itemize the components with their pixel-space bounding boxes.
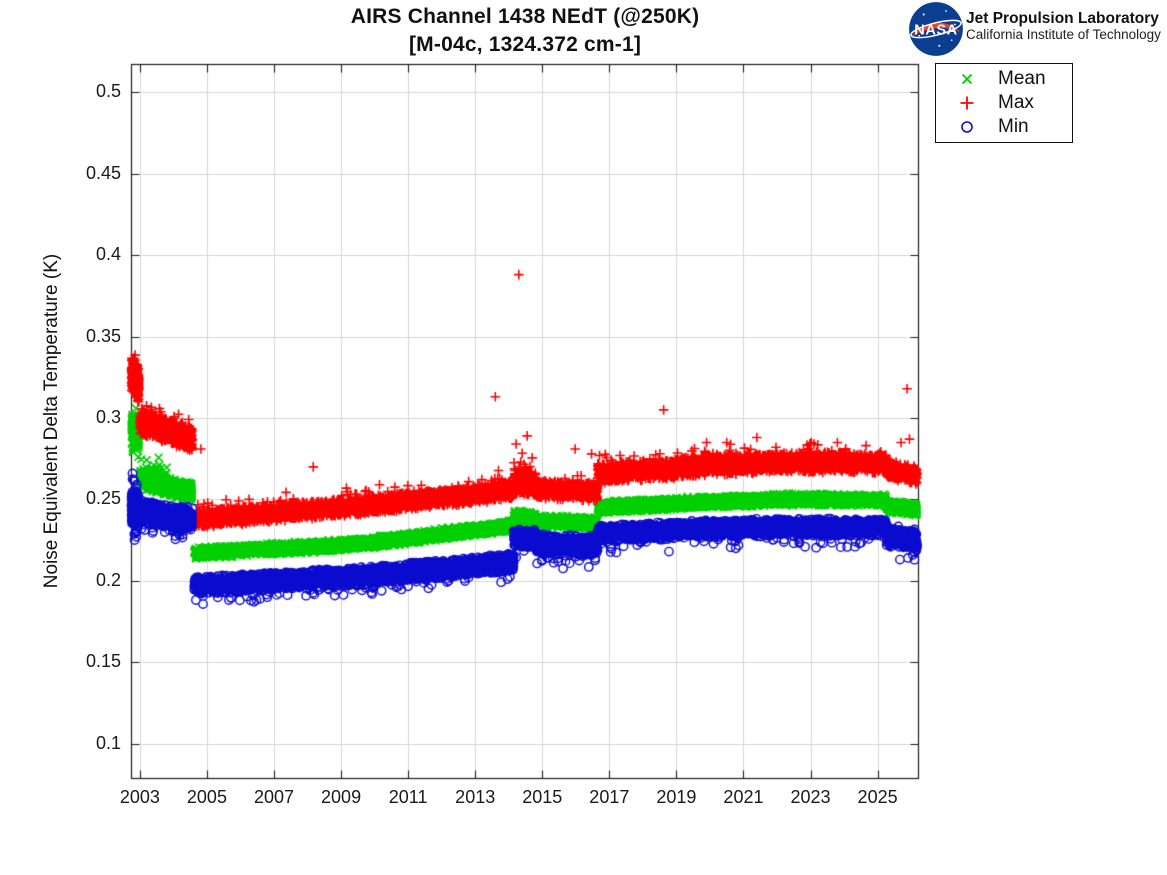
y-tick-label: 0.4 xyxy=(95,244,121,265)
chart-title-line1: AIRS Channel 1438 NEdT (@250K) xyxy=(350,5,700,28)
max-plus-marker-icon xyxy=(936,95,998,111)
y-tick-label: 0.35 xyxy=(85,325,121,346)
y-tick-label: 0.25 xyxy=(85,488,121,509)
nasa-meatball-icon: NASA xyxy=(909,2,963,56)
legend-label-mean: Mean xyxy=(998,68,1046,89)
legend: Mean Max Min xyxy=(935,63,1073,143)
legend-label-max: Max xyxy=(998,92,1034,113)
x-tick-label: 2017 xyxy=(589,787,630,807)
legend-item-min: Min xyxy=(936,115,1072,139)
legend-item-mean: Mean xyxy=(936,67,1072,91)
x-tick-label: 2005 xyxy=(186,787,227,807)
y-tick-label: 0.15 xyxy=(85,651,121,672)
x-tick-label: 2013 xyxy=(455,787,496,807)
x-tick-label: 2011 xyxy=(388,787,428,807)
x-tick-label: 2009 xyxy=(321,787,362,807)
legend-label-min: Min xyxy=(998,116,1029,137)
chart-title: AIRS Channel 1438 NEdT (@250K) [M-04c, 1… xyxy=(131,3,919,59)
y-tick-label: 0.2 xyxy=(95,569,121,590)
x-tick-label: 2007 xyxy=(253,787,295,807)
y-tick-label: 0.5 xyxy=(95,81,121,102)
x-tick-label: 2025 xyxy=(857,787,898,807)
svg-text:NASA: NASA xyxy=(914,23,957,39)
jpl-logo-block: NASA Jet Propulsion Laboratory Californi… xyxy=(906,1,1162,57)
caltech-name: California Institute of Technology xyxy=(966,27,1161,42)
jpl-logo-text: Jet Propulsion Laboratory California Ins… xyxy=(966,10,1161,42)
y-axis-label: Noise Equivalent Delta Temperature (K) xyxy=(41,253,62,589)
x-tick-label: 2021 xyxy=(723,787,764,807)
min-circle-marker-icon xyxy=(936,120,998,134)
y-tick-label: 0.1 xyxy=(95,732,121,753)
y-tick-label: 0.3 xyxy=(95,406,121,427)
legend-item-max: Max xyxy=(936,91,1072,115)
chart-title-line2: [M-04c, 1324.372 cm-1] xyxy=(408,33,642,56)
x-tick-label: 2003 xyxy=(119,787,160,807)
y-tick-label: 0.45 xyxy=(85,162,121,183)
mean-x-marker-icon xyxy=(936,72,998,86)
x-tick-label: 2015 xyxy=(522,787,563,807)
x-tick-label: 2023 xyxy=(790,787,831,807)
jpl-name: Jet Propulsion Laboratory xyxy=(966,10,1159,27)
x-tick-label: 2019 xyxy=(656,787,697,807)
